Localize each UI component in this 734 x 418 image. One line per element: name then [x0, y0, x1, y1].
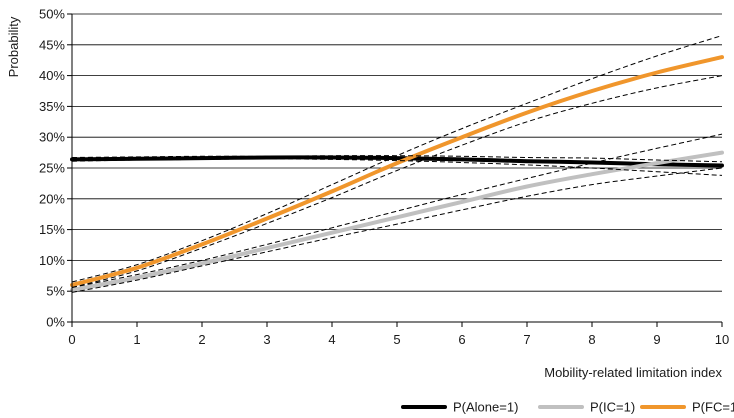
- ci-line-p-ic-1-lower: [71, 167, 723, 293]
- legend: P(Alone=1) P(IC=1) P(FC=1): [401, 400, 734, 415]
- confidence-bands: [71, 35, 723, 293]
- x-tick-label: 6: [458, 332, 465, 347]
- y-tick-label: 5%: [46, 284, 65, 299]
- x-tick-label: 0: [68, 332, 75, 347]
- x-tick-label: 1: [133, 332, 140, 347]
- y-tick-label: 10%: [39, 253, 65, 268]
- x-tick-label: 5: [393, 332, 400, 347]
- y-tick-label: 20%: [39, 191, 65, 206]
- series-line-p-fc-1: [70, 55, 724, 287]
- x-tick-label: 2: [198, 332, 205, 347]
- x-tick-label: 3: [263, 332, 270, 347]
- x-axis-label: Mobility-related limitation index: [544, 365, 722, 380]
- ci-line-p-ic-1-upper: [71, 133, 723, 288]
- gridlines: [72, 13, 722, 292]
- y-tick-label: 15%: [39, 222, 65, 237]
- y-tick-label: 35%: [39, 99, 65, 114]
- x-tick-label: 7: [523, 332, 530, 347]
- legend-label-p-ic-1: P(IC=1): [590, 400, 635, 415]
- y-tick-label: 45%: [39, 37, 65, 52]
- y-tick-label: 25%: [39, 161, 65, 176]
- y-axis-label: Probability: [6, 16, 21, 77]
- x-tick-label: 9: [653, 332, 660, 347]
- ci-line-p-alone-1-lower: [71, 158, 723, 176]
- x-tick-label: 4: [328, 332, 335, 347]
- series-lines: [70, 55, 724, 292]
- x-tick-labels: 0 1 2 3 4 5 6 7 8 9 10: [68, 322, 729, 347]
- y-tick-label: 50%: [39, 7, 65, 22]
- ci-line-p-fc-1-lower: [71, 75, 723, 288]
- series-line-p-ic-1: [70, 150, 724, 292]
- x-tick-label: 8: [588, 332, 595, 347]
- series-line-p-alone-1: [70, 155, 724, 168]
- y-tick-label: 30%: [39, 130, 65, 145]
- x-tick-label: 10: [715, 332, 729, 347]
- legend-label-p-alone-1: P(Alone=1): [453, 400, 518, 415]
- y-tick-label: 40%: [39, 68, 65, 83]
- ci-line-p-fc-1-upper: [71, 35, 723, 283]
- y-tick-label: 0%: [46, 315, 65, 330]
- y-tick-labels: 0% 5% 10% 15% 20% 25% 30% 35% 40% 45% 50%: [39, 7, 72, 330]
- legend-label-p-fc-1: P(FC=1): [692, 400, 734, 415]
